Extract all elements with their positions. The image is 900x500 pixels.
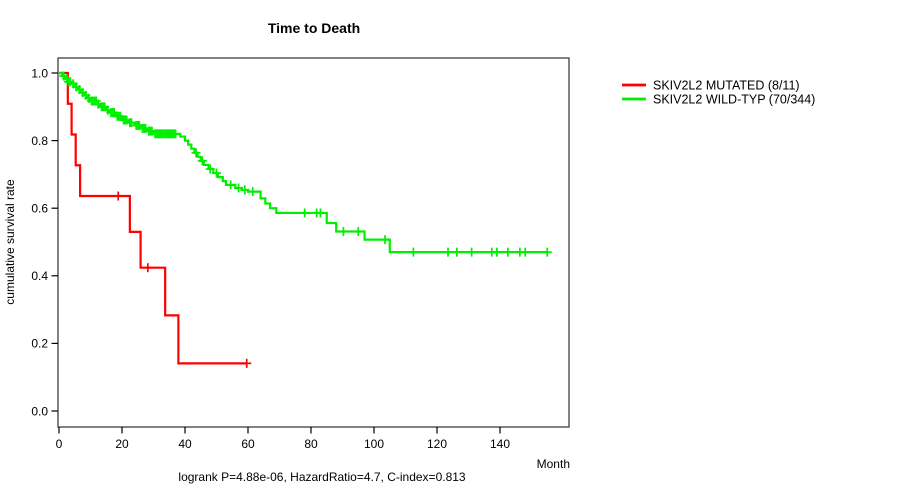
censor-marks-wild-typ xyxy=(59,71,552,257)
plot-box xyxy=(57,57,570,428)
y-tick-label: 0.4 xyxy=(31,269,48,283)
statistics-annotation: logrank P=4.88e-06, HazardRatio=4.7, C-i… xyxy=(178,470,466,484)
y-axis: 0.0 0.2 0.4 0.6 0.8 1.0 xyxy=(31,66,58,418)
km-curves xyxy=(59,71,552,368)
legend-label-mutated: SKIV2L2 MUTATED (8/11) xyxy=(653,79,800,93)
x-tick-label: 140 xyxy=(490,437,510,451)
y-tick-label: 1.0 xyxy=(31,66,48,80)
chart-title: Time to Death xyxy=(268,20,360,36)
x-tick-label: 120 xyxy=(427,437,447,451)
y-tick-label: 0.0 xyxy=(31,404,48,418)
legend: SKIV2L2 MUTATED (8/11) SKIV2L2 WILD-TYP … xyxy=(622,79,815,107)
y-axis-label: cumulative survival rate xyxy=(3,179,17,305)
x-tick-label: 20 xyxy=(115,437,129,451)
x-tick-label: 60 xyxy=(241,437,255,451)
censor-marks-mutated xyxy=(113,191,252,368)
x-axis-label: Month xyxy=(537,457,570,471)
legend-label-wild-typ: SKIV2L2 WILD-TYP (70/344) xyxy=(653,93,815,107)
y-tick-label: 0.8 xyxy=(31,134,48,148)
x-tick-label: 80 xyxy=(304,437,318,451)
x-tick-label: 40 xyxy=(178,437,192,451)
y-tick-label: 0.6 xyxy=(31,202,48,216)
x-tick-label: 100 xyxy=(364,437,384,451)
y-tick-label: 0.2 xyxy=(31,337,48,351)
x-axis: 0 20 40 60 80 100 120 140 xyxy=(56,427,510,451)
km-curve-mutated xyxy=(59,71,247,365)
km-curve-wild-typ xyxy=(59,71,548,254)
x-tick-label: 0 xyxy=(56,437,63,451)
